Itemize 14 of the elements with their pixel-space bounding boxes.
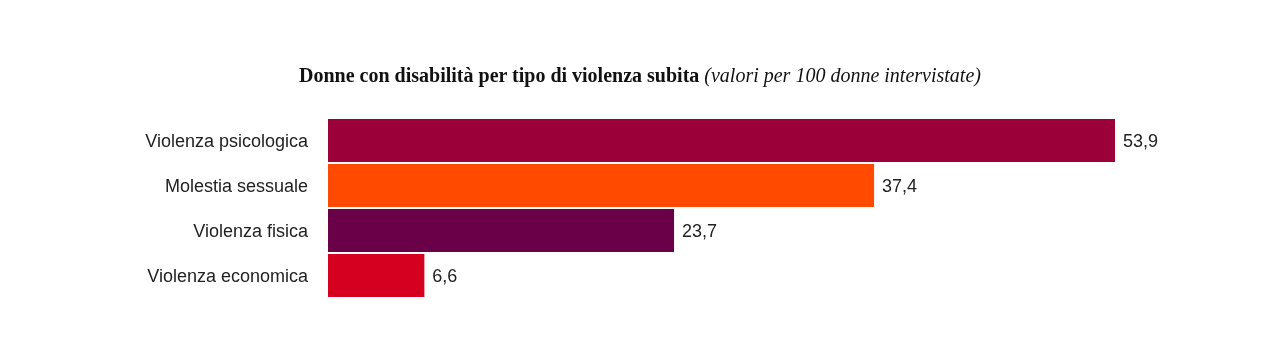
bar (328, 209, 675, 252)
data-label: 53,9 (1123, 130, 1159, 151)
y-tick-label: Violenza psicologica (145, 130, 309, 151)
bar (328, 119, 1115, 162)
bar (328, 164, 875, 207)
y-tick-label: Violenza economica (147, 265, 309, 286)
data-label: 6,6 (432, 265, 458, 286)
bar (328, 254, 425, 297)
chart-title: Donne con disabilità per tipo di violenza subita (299, 64, 700, 86)
y-tick-label: Molestia sessuale (164, 175, 308, 196)
data-label: 37,4 (882, 175, 918, 196)
data-label: 23,7 (682, 220, 718, 241)
y-tick-label: Violenza fisica (193, 220, 309, 241)
chart-subtitle: (valori per 100 donne intervistate) (704, 64, 981, 86)
